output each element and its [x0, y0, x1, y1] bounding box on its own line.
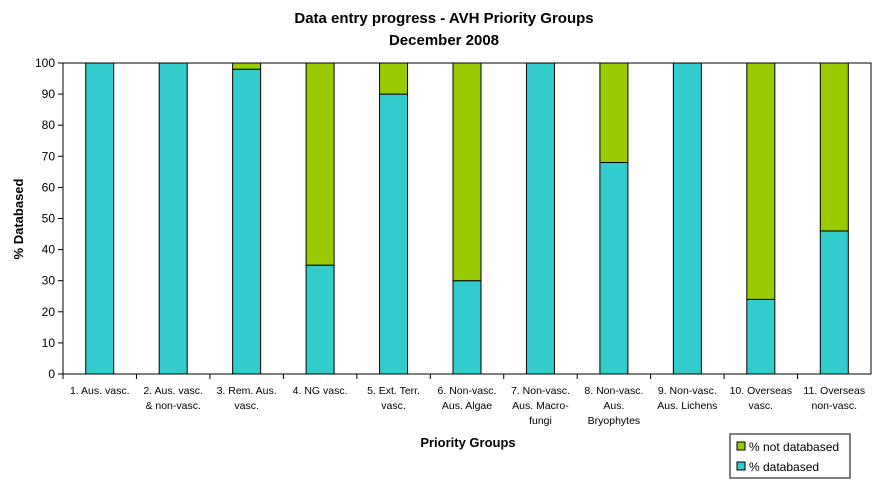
bar-segment	[379, 93, 409, 375]
bar-segment	[672, 62, 702, 375]
bar-segment	[599, 162, 629, 375]
bar-segment	[305, 62, 335, 266]
category-label: 9. Non-vasc. Aus. Lichens	[657, 385, 717, 412]
bar-segment	[525, 62, 555, 375]
legend-swatch	[736, 461, 746, 471]
category-label: 7. Non-vasc. Aus. Macro-fungi	[511, 385, 570, 427]
y-tick-label: 30	[42, 274, 56, 288]
y-tick-label: 0	[48, 367, 55, 381]
x-axis-title: Priority Groups	[420, 435, 515, 450]
bar-segment	[746, 298, 776, 375]
category-label: 8. Non-vasc. Aus. Bryophytes	[584, 385, 643, 427]
legend-label: % databased	[749, 460, 819, 474]
bar-segment	[746, 62, 776, 300]
y-tick-label: 90	[42, 87, 56, 101]
y-tick-label: 50	[42, 212, 56, 226]
bar-segment	[599, 62, 629, 164]
chart-title: Data entry progress - AVH Priority Group…	[294, 10, 593, 27]
y-tick-label: 40	[42, 243, 56, 257]
y-tick-label: 100	[35, 56, 55, 70]
legend-swatch	[736, 441, 746, 451]
bar-segment	[379, 62, 409, 95]
legend-label: % not databased	[749, 440, 839, 454]
bar-segment	[819, 230, 849, 375]
category-label: 4. NG vasc.	[293, 385, 348, 397]
y-axis-title: % Databased	[11, 178, 26, 259]
chart-subtitle: December 2008	[389, 32, 499, 49]
plot-area: 0 10 20 30 40 50 60 70 80 90 100 1. Aus. vasc. 2. Au…	[35, 56, 872, 427]
category-label: 1. Aus. vasc.	[70, 385, 130, 397]
y-tick-label: 10	[42, 336, 56, 350]
bar-segment	[819, 62, 849, 232]
y-tick-label: 60	[42, 180, 56, 194]
bar-segment	[158, 62, 188, 375]
y-tick-label: 80	[42, 118, 56, 132]
bar-segment	[232, 68, 262, 375]
bar-segment	[232, 62, 262, 70]
category-label: 6. Non-vasc. Aus. Algae	[438, 385, 497, 412]
y-tick-label: 20	[42, 305, 56, 319]
bar-segment	[305, 264, 335, 375]
category-label: 10. Overseas vasc.	[730, 385, 792, 412]
category-label: 2. Aus. vasc. & non-vasc.	[143, 385, 203, 412]
category-label: 5. Ext. Terr. vasc.	[367, 385, 420, 412]
bar-segment	[452, 62, 482, 282]
category-label: 3. Rem. Aus. vasc.	[217, 385, 277, 412]
legend: % not databased % databased	[729, 433, 851, 479]
bar-segment	[85, 62, 115, 375]
legend-box	[729, 433, 851, 479]
category-label: 11. Overseas non-vasc.	[803, 385, 865, 412]
y-tick-label: 70	[42, 149, 56, 163]
bar-segment	[452, 280, 482, 375]
